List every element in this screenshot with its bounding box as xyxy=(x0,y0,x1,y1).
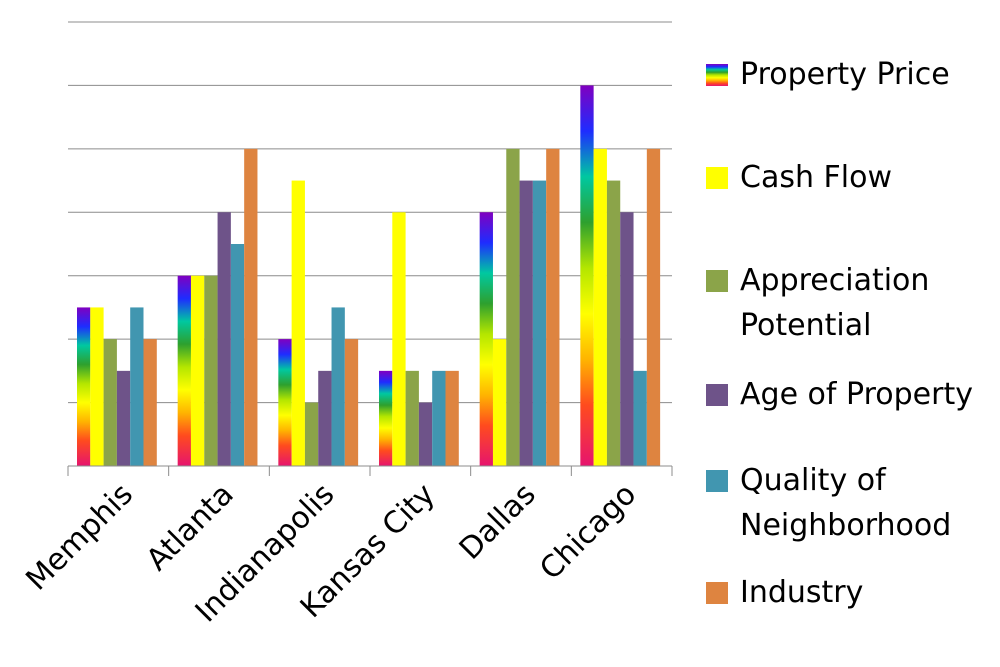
legend-item-industry: Industry xyxy=(706,570,863,615)
bar-appreciation-potential-dallas xyxy=(506,148,520,466)
bars xyxy=(77,85,661,467)
legend-label: Industry xyxy=(740,575,864,610)
bar-industry-dallas xyxy=(546,148,560,466)
bar-property-price-memphis xyxy=(77,307,91,466)
bar-property-price-kansas-city xyxy=(379,370,393,466)
x-tick-label: Atlanta xyxy=(140,477,241,578)
bar-appreciation-potential-indianapolis xyxy=(304,402,319,466)
bar-appreciation-potential-kansas-city xyxy=(405,370,419,466)
x-tick-label: Chicago xyxy=(533,477,643,587)
legend-label: Quality of Neighborhood xyxy=(740,463,952,543)
x-tick-label: Memphis xyxy=(19,477,140,598)
bar-property-price-dallas xyxy=(479,212,493,466)
bar-property-price-atlanta xyxy=(177,275,191,466)
bar-cash-flow-kansas-city xyxy=(392,212,406,466)
legend-label: Cash Flow xyxy=(740,160,892,195)
legend-item-appreciation-potential: Appreciation Potential xyxy=(706,258,929,348)
legend-swatch xyxy=(706,64,728,86)
bar-appreciation-potential-chicago xyxy=(606,180,621,467)
bar-cash-flow-atlanta xyxy=(190,275,205,466)
x-tick-label: Dallas xyxy=(453,477,543,567)
legend-label: Age of Property xyxy=(740,377,973,412)
bar-age-of-property-atlanta xyxy=(217,212,231,466)
bar-age-of-property-memphis xyxy=(116,370,131,466)
bar-industry-chicago xyxy=(646,148,661,466)
legend-swatch xyxy=(706,470,728,492)
bar-quality-of-neighborhood-memphis xyxy=(130,307,144,466)
bar-quality-of-neighborhood-chicago xyxy=(633,370,647,466)
legend-swatch xyxy=(706,270,728,292)
bar-property-price-chicago xyxy=(580,85,594,466)
bar-quality-of-neighborhood-dallas xyxy=(532,180,547,467)
bar-cash-flow-memphis xyxy=(90,307,104,466)
legend-label: Property Price xyxy=(740,57,950,92)
bar-industry-atlanta xyxy=(244,148,258,466)
legend-item-property-price: Property Price xyxy=(706,52,950,97)
bar-cash-flow-chicago xyxy=(593,148,607,466)
legend-item-quality-of-neighborhood: Quality of Neighborhood xyxy=(706,458,951,548)
legend-item-age-of-property: Age of Property xyxy=(706,372,973,417)
bar-quality-of-neighborhood-kansas-city xyxy=(432,370,446,466)
bar-quality-of-neighborhood-atlanta xyxy=(230,244,245,466)
bar-appreciation-potential-memphis xyxy=(103,339,117,466)
x-axis xyxy=(67,465,673,476)
legend-label: Appreciation Potential xyxy=(740,263,930,343)
bar-age-of-property-dallas xyxy=(519,180,533,467)
legend-swatch xyxy=(706,582,728,604)
legend-swatch xyxy=(706,167,728,189)
bar-age-of-property-chicago xyxy=(620,212,634,466)
bar-industry-kansas-city xyxy=(445,370,459,466)
bar-age-of-property-kansas-city xyxy=(418,402,433,466)
legend-swatch xyxy=(706,384,728,406)
bar-quality-of-neighborhood-indianapolis xyxy=(331,307,345,466)
bar-industry-indianapolis xyxy=(344,339,359,466)
bar-appreciation-potential-atlanta xyxy=(204,275,218,466)
gridlines xyxy=(68,21,672,404)
bar-cash-flow-dallas xyxy=(492,339,507,466)
legend-item-cash-flow: Cash Flow xyxy=(706,155,892,200)
bar-cash-flow-indianapolis xyxy=(291,180,305,467)
bar-age-of-property-indianapolis xyxy=(318,370,332,466)
bar-industry-memphis xyxy=(143,339,157,466)
bar-property-price-indianapolis xyxy=(278,339,292,466)
